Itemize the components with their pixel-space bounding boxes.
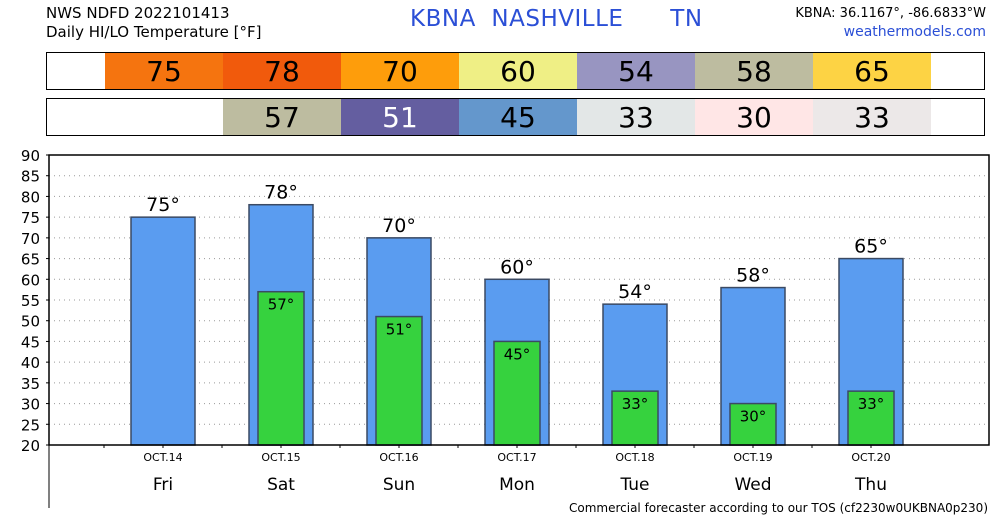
hi_strip-cell: 70 [341,53,459,89]
model-run-label: NWS NDFD 2022101413 [46,4,230,22]
y-tick-label: 55 [21,292,40,310]
lo_strip-cell: 30 [695,99,813,135]
x-day-label: Tue [619,475,649,495]
header-info: NWS NDFD 2022101413 Daily HI/LO Temperat… [46,4,262,42]
lo_strip-cell: 33 [577,99,695,135]
lo-temp-label: 57° [268,296,295,314]
x-day-label: Thu [854,475,887,495]
x-date-label: OCT.20 [851,451,890,464]
y-tick-label: 70 [21,230,40,248]
y-tick-label: 60 [21,271,40,289]
hi-temp-label: 75° [146,194,180,216]
hi_strip-cell: 65 [813,53,931,89]
x-day-label: Mon [499,475,535,495]
y-tick-label: 80 [21,188,40,206]
y-tick-label: 45 [21,333,40,351]
lo-temperature-strip: 57 51 45 33 30 33 [46,98,985,136]
y-tick-label: 40 [21,354,40,372]
y-axis-labels: 20 25 30 35 40 45 50 55 60 65 70 75 80 85 90 [21,147,40,455]
y-tick-label: 50 [21,313,40,331]
lo_strip-cell: 51 [341,99,459,135]
x-date-label: OCT.18 [615,451,654,464]
hi-temp-label: 65° [854,236,888,258]
hi-temp-label: 58° [736,265,770,287]
hi-temperature-strip: 75 78 70 60 54 58 65 [46,52,985,90]
lo_strip-cell [105,99,223,135]
lo-temp-label: 45° [504,345,531,363]
hi_strip-cell: 75 [105,53,223,89]
station-coordinates: KBNA: 36.1167°, -86.6833°W [795,6,986,21]
temperature-chart: 75° 78° 70° 60° 54° 58° 65° 57° 51° 45° 33° 30° 33° O… [46,154,991,508]
x-date-label: OCT.17 [497,451,536,464]
y-tick-label: 85 [21,168,40,186]
hi_strip-cell: 54 [577,53,695,89]
y-tick-label: 20 [21,437,40,455]
hi_strip-cell: 60 [459,53,577,89]
x-date-label: OCT.19 [733,451,772,464]
plot-frame [48,154,990,446]
hi_strip-cell: 58 [695,53,813,89]
header-right: KBNA: 36.1167°, -86.6833°W weathermodels… [795,4,986,42]
y-tick-label: 90 [21,147,40,165]
x-date-label: OCT.15 [261,451,300,464]
lo-temp-label: 33° [622,395,649,413]
lo-temp-bar [611,390,659,446]
chart-subtitle: Daily HI/LO Temperature [°F] [46,23,262,41]
lo-temp-bar [729,402,777,446]
lo_strip-cell: 57 [223,99,341,135]
lo-temp-label: 33° [858,395,885,413]
hi_strip-cell: 78 [223,53,341,89]
hi-temp-label: 54° [618,281,652,303]
lo-temp-bar [493,340,541,446]
x-day-label: Wed [734,475,771,495]
chart-svg: 75° 78° 70° 60° 54° 58° 65° 57° 51° 45° 33° 30° 33° O… [46,154,990,508]
hi-temp-bar [130,216,196,446]
x-date-label: OCT.16 [379,451,418,464]
x-day-label: Sun [383,475,415,495]
y-tick-label: 25 [21,416,40,434]
x-date-label: OCT.14 [143,451,182,464]
x-day-label: Sat [267,475,295,495]
site-link[interactable]: weathermodels.com [843,24,986,40]
hi-temp-label: 70° [382,215,416,237]
x-day-label: Fri [153,475,173,495]
y-tick-label: 30 [21,396,40,414]
hi-temp-label: 60° [500,256,534,278]
lo_strip-cell: 45 [459,99,577,135]
lo_strip-cell: 33 [813,99,931,135]
lo-temp-bar [375,315,423,446]
footer-note: Commercial forecaster according to our T… [568,501,988,515]
lo-temp-label: 30° [740,408,767,426]
y-tick-label: 75 [21,209,40,227]
lo-temp-bar [257,290,305,446]
hi-temp-label: 78° [264,182,298,204]
y-tick-label: 35 [21,375,40,393]
station-title: KBNA NASHVILLE TN [410,6,703,32]
lo-temp-bar [847,390,895,446]
lo-temp-label: 51° [386,321,413,339]
y-tick-label: 65 [21,251,40,269]
